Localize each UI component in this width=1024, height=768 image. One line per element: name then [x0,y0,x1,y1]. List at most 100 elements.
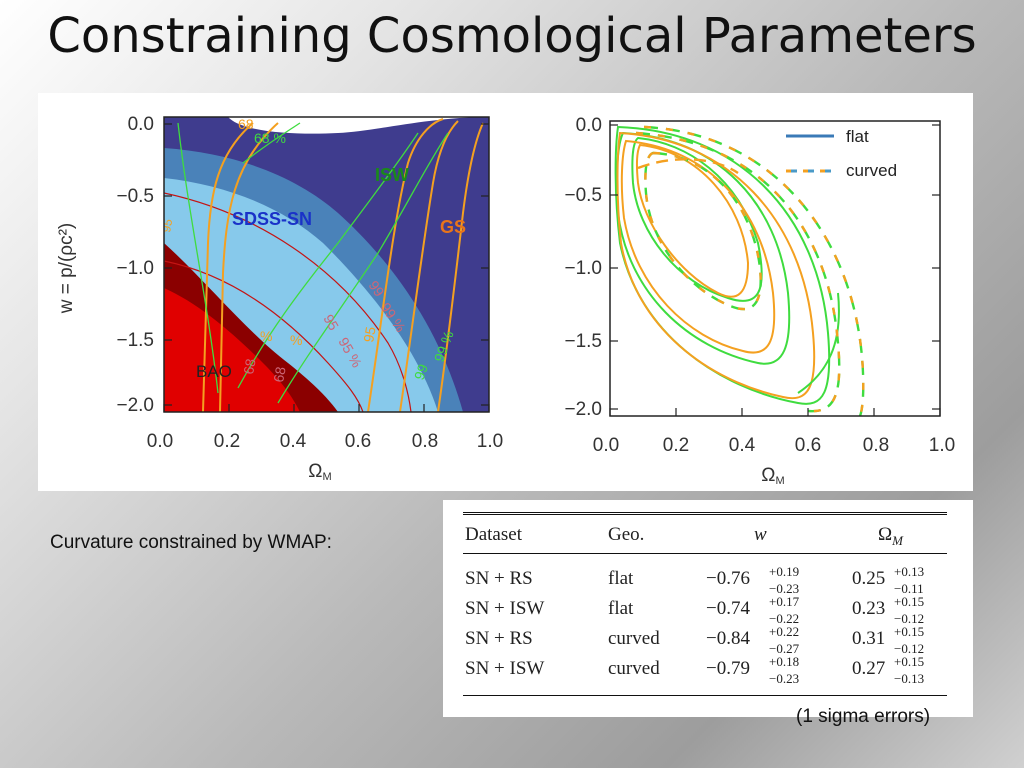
contour-label: 68 [270,365,288,383]
right-ytick: −1.5 [564,331,602,352]
left-xlabel-main: Ω [308,461,322,482]
curved-contour [643,125,865,416]
slide-title: Constraining Cosmological Parameters [47,8,977,64]
header-omega-sub: M [892,533,903,548]
header-dataset: Dataset [465,524,522,545]
figure-panel: 68 68 % 99 99 % 95 95 % 95 99 99 % 68 68… [38,93,973,491]
row-w: −0.79 [706,658,750,679]
left-ytick: 0.0 [128,114,154,135]
right-xlabel-sub: M [776,475,785,487]
row-dataset: SN + ISW [465,598,545,619]
table-header-rule [463,553,947,554]
row-dataset: SN + RS [465,628,533,649]
row-w-dn: −0.22 [769,611,800,626]
gs-contour [399,120,459,412]
left-xtick: 1.0 [477,431,503,452]
caption-text: Curvature constrained by WMAP: [50,532,332,553]
row-geo: flat [608,568,634,589]
row-dataset: SN + RS [465,568,533,589]
right-xtick: 0.2 [663,435,689,456]
row-geo: curved [608,658,660,679]
left-xtick: 0.2 [214,431,240,452]
gs-contour [367,118,444,412]
table-top-rule [463,512,947,513]
contour-label: 95 [159,218,175,234]
table-top-rule-2 [463,514,947,515]
left-xlabel: ΩM [308,461,331,483]
figure-svg: 68 68 % 99 99 % 95 95 % 95 99 99 % 68 68… [56,114,955,487]
row-w: −0.84 [706,628,750,649]
left-ytick: −0.5 [116,186,154,207]
row-w-dn: −0.23 [769,581,800,596]
row-w-dn: −0.23 [769,671,800,686]
results-table: Dataset Geo. w ΩM SN + RS flat −0.76 +0.… [443,500,973,717]
sdss-sn-label: SDSS-SN [232,209,312,229]
contour-label: 95 [360,325,378,343]
left-xtick: 0.4 [280,431,307,452]
flat-isw-contour [614,125,831,405]
legend-flat-label: flat [846,127,869,146]
curved-contour [635,131,841,413]
bao-label: BAO [196,362,232,381]
curved-contour [644,151,762,311]
row-w-up: +0.22 [769,624,800,639]
right-ytick: −0.5 [564,185,602,206]
right-ytick: 0.0 [576,115,602,136]
header-w: w [754,524,767,545]
row-w: −0.76 [706,568,750,589]
isw-contour [242,122,301,164]
row-om: 0.31 [852,628,886,649]
left-plot-frame [163,116,490,413]
right-xtick: 0.8 [863,435,889,456]
row-w-up: +0.19 [769,564,800,579]
sigma-note: (1 sigma errors) [796,706,931,727]
bao-contour-line [164,260,364,412]
isw-contour [237,132,419,389]
row-om-dn: −0.12 [894,641,925,656]
left-plot-area: 68 68 % 99 99 % 95 95 % 95 99 99 % 68 68… [159,116,489,412]
gs-contour [202,122,254,412]
row-w-dn: −0.27 [769,641,800,656]
right-xtick: 0.4 [729,435,756,456]
curved-contour [637,158,739,174]
isw-label: ISW [375,165,409,185]
flat-rs-contour [635,143,750,298]
bao-region [164,288,300,412]
right-plot-area [610,121,940,416]
left-xlabel-sub: M [323,471,332,483]
row-om: 0.23 [852,598,886,619]
contour-label: 68 [240,357,258,375]
row-om-up: +0.15 [894,594,925,609]
row-geo: flat [608,598,634,619]
contour-label: 99 [411,362,431,382]
row-om-up: +0.15 [894,654,925,669]
left-xtick: 0.0 [147,431,173,452]
right-tick-marks [609,124,941,416]
left-ytick: −1.5 [116,330,154,351]
contour-label: 68 [238,116,254,132]
isw-contour [177,122,219,394]
gs-label: GS [440,217,466,237]
row-om: 0.25 [852,568,886,589]
row-om-up: +0.15 [894,624,925,639]
isw-contour [277,132,449,404]
gs-contour [219,122,279,412]
table-bottom-rule [463,695,947,696]
left-ytick: −2.0 [116,395,154,416]
legend-curved-label: curved [846,161,897,180]
left-ylabel: w = p/(ρc²) [56,223,77,315]
flat-isw-contour [797,292,840,394]
contour-label: % [260,328,272,344]
right-ytick: −1.0 [564,258,602,279]
right-xlabel-main: Ω [761,465,775,486]
right-ytick: −2.0 [564,399,602,420]
header-geo: Geo. [608,524,645,545]
right-xtick: 0.0 [593,435,619,456]
left-tick-marks [163,123,490,412]
row-om-dn: −0.11 [894,581,924,596]
row-w-up: +0.18 [769,654,800,669]
flat-rs-contour [616,131,816,400]
row-om: 0.27 [852,658,886,679]
left-xtick: 0.8 [412,431,438,452]
left-xtick: 0.6 [345,431,371,452]
